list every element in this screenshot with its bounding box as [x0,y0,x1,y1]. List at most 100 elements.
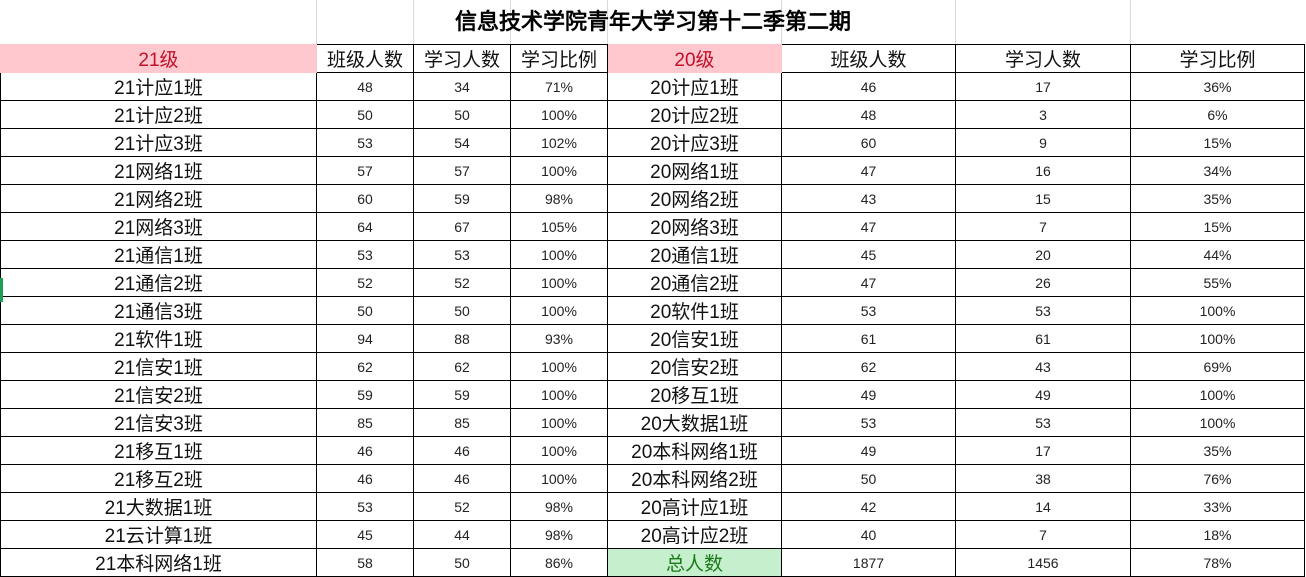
class-name-21[interactable]: 21信安3班 [0,408,317,437]
class-size-21[interactable]: 46 [316,436,414,465]
class-size-21[interactable]: 64 [316,212,414,241]
class-size-21[interactable]: 62 [316,352,414,381]
study-ratio-21[interactable]: 100% [510,408,608,437]
study-ratio-21[interactable]: 86% [510,548,608,577]
study-count-20[interactable]: 20 [955,240,1131,269]
class-name-21[interactable]: 21移互2班 [0,464,317,493]
header-grade-20[interactable]: 20级 [607,44,782,73]
study-ratio-20[interactable]: 100% [1130,296,1305,325]
study-ratio-20[interactable]: 76% [1130,464,1305,493]
header-study-count-21[interactable]: 学习人数 [413,44,511,73]
study-count-20[interactable]: 9 [955,128,1131,157]
class-size-20[interactable]: 47 [781,156,956,185]
study-ratio-21[interactable]: 100% [510,464,608,493]
study-count-20[interactable]: 7 [955,520,1131,549]
class-size-21[interactable]: 52 [316,268,414,297]
class-size-21[interactable]: 58 [316,548,414,577]
study-ratio-21[interactable]: 98% [510,492,608,521]
study-ratio-21[interactable]: 100% [510,352,608,381]
class-size-20[interactable]: 47 [781,268,956,297]
class-size-20[interactable]: 47 [781,212,956,241]
class-name-21[interactable]: 21计应1班 [0,72,317,101]
study-ratio-20[interactable]: 44% [1130,240,1305,269]
study-ratio-21[interactable]: 100% [510,156,608,185]
study-count-20[interactable]: 14 [955,492,1131,521]
class-name-21[interactable]: 21计应2班 [0,100,317,129]
study-ratio-21[interactable]: 100% [510,436,608,465]
study-ratio-21[interactable]: 100% [510,100,608,129]
header-study-count-20[interactable]: 学习人数 [955,44,1131,73]
study-count-21[interactable]: 54 [413,128,511,157]
study-count-21[interactable]: 50 [413,100,511,129]
class-name-20[interactable]: 20信安2班 [607,352,782,381]
class-name-21[interactable]: 21本科网络1班 [0,548,317,577]
header-grade-21[interactable]: 21级 [0,44,317,73]
header-class-size-21[interactable]: 班级人数 [316,44,414,73]
study-count-20[interactable]: 15 [955,184,1131,213]
class-name-20[interactable]: 20本科网络1班 [607,436,782,465]
class-name-20[interactable]: 20高计应1班 [607,492,782,521]
header-study-ratio-21[interactable]: 学习比例 [510,44,608,73]
study-ratio-20[interactable]: 33% [1130,492,1305,521]
study-ratio-20[interactable]: 6% [1130,100,1305,129]
total-study-ratio[interactable]: 78% [1130,548,1305,577]
class-name-20[interactable]: 20大数据1班 [607,408,782,437]
class-size-20[interactable]: 43 [781,184,956,213]
class-size-20[interactable]: 53 [781,408,956,437]
class-size-21[interactable]: 53 [316,128,414,157]
class-size-21[interactable]: 46 [316,464,414,493]
total-label[interactable]: 总人数 [607,548,782,577]
class-name-21[interactable]: 21网络2班 [0,184,317,213]
class-name-20[interactable]: 20计应2班 [607,100,782,129]
study-count-20[interactable]: 16 [955,156,1131,185]
study-count-20[interactable]: 53 [955,408,1131,437]
class-name-20[interactable]: 20网络2班 [607,184,782,213]
study-count-21[interactable]: 67 [413,212,511,241]
class-name-20[interactable]: 20高计应2班 [607,520,782,549]
study-count-20[interactable]: 26 [955,268,1131,297]
class-size-20[interactable]: 60 [781,128,956,157]
class-name-21[interactable]: 21通信1班 [0,240,317,269]
class-name-20[interactable]: 20网络1班 [607,156,782,185]
class-size-20[interactable]: 50 [781,464,956,493]
study-count-20[interactable]: 3 [955,100,1131,129]
class-name-20[interactable]: 20移互1班 [607,380,782,409]
class-size-21[interactable]: 53 [316,492,414,521]
class-name-21[interactable]: 21通信3班 [0,296,317,325]
class-size-20[interactable]: 53 [781,296,956,325]
class-name-20[interactable]: 20信安1班 [607,324,782,353]
study-count-20[interactable]: 17 [955,436,1131,465]
class-size-21[interactable]: 50 [316,100,414,129]
class-size-20[interactable]: 42 [781,492,956,521]
class-name-21[interactable]: 21移互1班 [0,436,317,465]
class-name-20[interactable]: 20通信2班 [607,268,782,297]
study-count-21[interactable]: 62 [413,352,511,381]
class-name-20[interactable]: 20通信1班 [607,240,782,269]
study-count-21[interactable]: 53 [413,240,511,269]
class-size-20[interactable]: 40 [781,520,956,549]
study-count-21[interactable]: 52 [413,268,511,297]
total-study-count[interactable]: 1456 [955,548,1131,577]
study-count-21[interactable]: 59 [413,380,511,409]
class-size-20[interactable]: 48 [781,100,956,129]
class-name-21[interactable]: 21计应3班 [0,128,317,157]
study-ratio-21[interactable]: 98% [510,184,608,213]
class-size-21[interactable]: 85 [316,408,414,437]
study-ratio-20[interactable]: 34% [1130,156,1305,185]
study-count-21[interactable]: 59 [413,184,511,213]
study-ratio-20[interactable]: 100% [1130,324,1305,353]
study-count-21[interactable]: 50 [413,548,511,577]
study-count-20[interactable]: 7 [955,212,1131,241]
class-name-21[interactable]: 21大数据1班 [0,492,317,521]
study-count-20[interactable]: 53 [955,296,1131,325]
study-count-21[interactable]: 46 [413,464,511,493]
study-count-21[interactable]: 57 [413,156,511,185]
study-ratio-21[interactable]: 100% [510,296,608,325]
study-count-21[interactable]: 88 [413,324,511,353]
class-name-20[interactable]: 20计应3班 [607,128,782,157]
class-name-21[interactable]: 21信安1班 [0,352,317,381]
study-count-21[interactable]: 46 [413,436,511,465]
class-size-20[interactable]: 62 [781,352,956,381]
class-size-21[interactable]: 48 [316,72,414,101]
class-size-20[interactable]: 49 [781,380,956,409]
